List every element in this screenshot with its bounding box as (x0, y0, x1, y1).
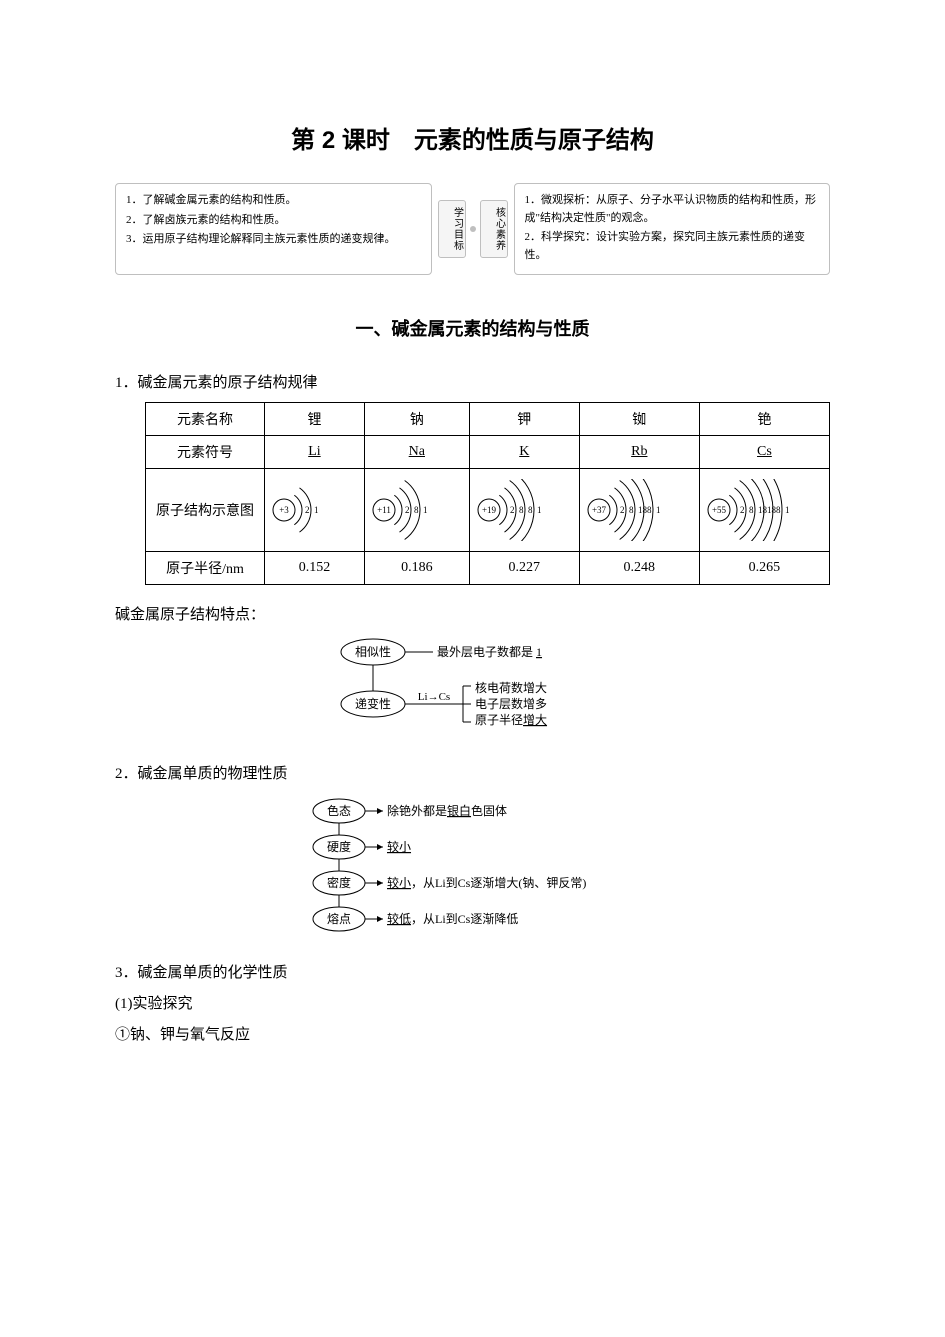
struct-diagram: 相似性 最外层电子数都是 1 递变性 Li→Cs 核电荷数增大电子层数增多原子半径增大 (115, 634, 830, 744)
cell-name-1: 钠 (364, 403, 469, 436)
svg-text:原子半径增大: 原子半径增大 (475, 713, 547, 727)
objectives-box: 1．了解碱金属元素的结构和性质。 2．了解卤族元素的结构和性质。 3．运用原子结… (115, 183, 830, 275)
struct-feature-label: 碱金属原子结构特点： (115, 603, 830, 624)
svg-text:较小: 较小 (387, 839, 411, 854)
svg-text:1: 1 (785, 505, 790, 515)
objectives-right-panel: 1．微观探析：从原子、分子水平认识物质的结构和性质，形成"结构决定性质"的观念。… (514, 183, 831, 275)
svg-text:熔点: 熔点 (326, 911, 350, 926)
cell-atom-0: +3 21 (265, 469, 365, 552)
svg-text:2: 2 (305, 505, 310, 515)
objectives-dot-icon (470, 226, 476, 232)
svg-text:除铯外都是银白色固体: 除铯外都是银白色固体 (387, 803, 507, 818)
obj-left-1: 1．了解碱金属元素的结构和性质。 (126, 192, 421, 210)
svg-text:1: 1 (656, 505, 661, 515)
cell-atom-4: +5528181881 (699, 469, 829, 552)
svg-text:8: 8 (629, 505, 634, 515)
cell-sym-3: Rb (579, 436, 699, 469)
obj-left-3: 3．运用原子结构理论解释同主族元素性质的递变规律。 (126, 231, 421, 249)
cell-name-3: 铷 (579, 403, 699, 436)
obj-left-2: 2．了解卤族元素的结构和性质。 (126, 212, 421, 230)
svg-text:色态: 色态 (326, 804, 350, 818)
elements-table: 元素名称 锂 钠 钾 铷 铯 元素符号 Li Na K Rb Cs 原子结构示意… (145, 402, 830, 585)
svg-text:8: 8 (528, 505, 533, 515)
svg-text:2: 2 (620, 505, 625, 515)
svg-text:8: 8 (776, 505, 781, 515)
svg-text:硬度: 硬度 (326, 839, 350, 854)
rowhdr-atom: 原子结构示意图 (146, 469, 265, 552)
svg-text:1: 1 (314, 505, 319, 515)
cell-rad-4: 0.265 (699, 552, 829, 585)
svg-text:+11: +11 (377, 505, 391, 515)
cell-sym-2: K (469, 436, 579, 469)
svg-text:递变性: 递变性 (354, 696, 390, 711)
item3-sub1: (1)实验探究 (115, 992, 830, 1013)
svg-text:2: 2 (510, 505, 515, 515)
table-row-name: 元素名称 锂 钠 钾 铷 铯 (146, 403, 830, 436)
cell-name-2: 钾 (469, 403, 579, 436)
cell-sym-1: Na (364, 436, 469, 469)
cell-sym-0: Li (265, 436, 365, 469)
cell-atom-1: +11 281 (364, 469, 469, 552)
svg-text:2: 2 (740, 505, 745, 515)
svg-text:+19: +19 (482, 505, 497, 515)
svg-text:密度: 密度 (326, 875, 350, 890)
obj-right-1: 1．微观探析：从原子、分子水平认识物质的结构和性质，形成"结构决定性质"的观念。 (525, 192, 820, 227)
cell-rad-2: 0.227 (469, 552, 579, 585)
svg-text:8: 8 (749, 505, 754, 515)
item3-sub1a: ①钠、钾与氧气反应 (115, 1023, 830, 1044)
rowhdr-radius: 原子半径/nm (146, 552, 265, 585)
svg-text:最外层电子数都是 1: 最外层电子数都是 1 (437, 644, 542, 659)
svg-text:相似性: 相似性 (354, 645, 390, 659)
item2-label: 2．碱金属单质的物理性质 (115, 762, 830, 783)
table-row-atom: 原子结构示意图 +321 +11281 +192881 +37281881 +5… (146, 469, 830, 552)
svg-text:较小，从Li到Cs逐渐增大(钠、钾反常): 较小，从Li到Cs逐渐增大(钠、钾反常) (387, 875, 586, 890)
rowhdr-name: 元素名称 (146, 403, 265, 436)
svg-text:1: 1 (537, 505, 542, 515)
table-row-radius: 原子半径/nm 0.152 0.186 0.227 0.248 0.265 (146, 552, 830, 585)
svg-text:8: 8 (519, 505, 524, 515)
cell-sym-4: Cs (699, 436, 829, 469)
svg-text:8: 8 (647, 505, 652, 515)
cell-rad-1: 0.186 (364, 552, 469, 585)
table-row-symbol: 元素符号 Li Na K Rb Cs (146, 436, 830, 469)
svg-text:Li→Cs: Li→Cs (417, 691, 449, 703)
section-heading: 一、碱金属元素的结构与性质 (115, 315, 830, 341)
item3-label: 3．碱金属单质的化学性质 (115, 961, 830, 982)
item1-label: 1．碱金属元素的原子结构规律 (115, 371, 830, 392)
cell-name-0: 锂 (265, 403, 365, 436)
rowhdr-symbol: 元素符号 (146, 436, 265, 469)
svg-text:核电荷数增大: 核电荷数增大 (475, 680, 547, 695)
svg-text:1: 1 (423, 505, 428, 515)
objectives-mid: 学习目标 核心素养 (438, 183, 508, 275)
svg-text:较低，从Li到Cs逐渐降低: 较低，从Li到Cs逐渐降低 (387, 911, 518, 926)
svg-text:+37: +37 (592, 505, 607, 515)
svg-text:+55: +55 (712, 505, 727, 515)
phys-diagram: 色态 除铯外都是银白色固体硬度 较小密度 较小，从Li到Cs逐渐增大(钠、钾反常) 熔点… (115, 793, 830, 943)
cell-rad-0: 0.152 (265, 552, 365, 585)
cell-atom-3: +37281881 (579, 469, 699, 552)
svg-text:8: 8 (414, 505, 419, 515)
objectives-left-panel: 1．了解碱金属元素的结构和性质。 2．了解卤族元素的结构和性质。 3．运用原子结… (115, 183, 432, 275)
objectives-right-tag: 核心素养 (480, 200, 508, 258)
cell-rad-3: 0.248 (579, 552, 699, 585)
svg-text:+3: +3 (280, 505, 290, 515)
cell-atom-2: +192881 (469, 469, 579, 552)
svg-text:2: 2 (405, 505, 410, 515)
cell-name-4: 铯 (699, 403, 829, 436)
objectives-left-tag: 学习目标 (438, 200, 466, 258)
obj-right-2: 2．科学探究：设计实验方案，探究同主族元素性质的递变性。 (525, 229, 820, 264)
page-title: 第 2 课时 元素的性质与原子结构 (115, 120, 830, 155)
svg-text:电子层数增多: 电子层数增多 (475, 696, 547, 711)
